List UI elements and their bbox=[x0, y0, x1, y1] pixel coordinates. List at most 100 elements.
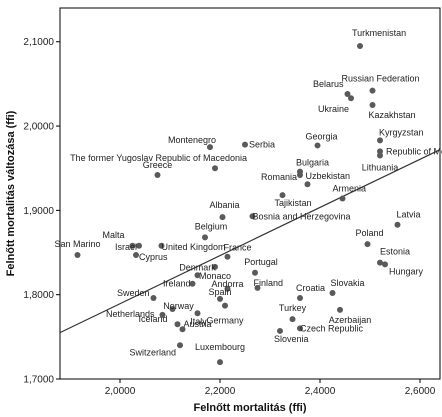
point-label: Italy bbox=[190, 316, 207, 326]
point-label: Ireland bbox=[163, 279, 191, 289]
point-label: Hungary bbox=[389, 266, 424, 276]
data-point bbox=[297, 295, 303, 302]
data-point bbox=[289, 316, 296, 323]
point-label: Romania bbox=[261, 172, 297, 182]
data-point bbox=[369, 101, 376, 108]
point-label: Bosnia and Herzegovina bbox=[253, 211, 351, 221]
point-label: Ukraine bbox=[318, 104, 349, 114]
data-point bbox=[357, 42, 363, 49]
data-point bbox=[136, 242, 142, 249]
data-point bbox=[277, 327, 283, 334]
point-label: Poland bbox=[356, 228, 384, 238]
data-point bbox=[279, 192, 286, 199]
data-point bbox=[382, 261, 388, 268]
data-point bbox=[249, 213, 256, 220]
data-point bbox=[377, 137, 383, 144]
point-label: Turkey bbox=[279, 303, 307, 313]
point-label: Israel bbox=[115, 242, 137, 252]
data-point bbox=[297, 171, 303, 178]
data-point bbox=[159, 311, 166, 318]
data-point bbox=[344, 91, 351, 98]
point-label: Belarus bbox=[313, 79, 344, 89]
x-tick-label: 2,0000 bbox=[105, 386, 136, 397]
data-point bbox=[222, 302, 228, 309]
point-label: Tajikistan bbox=[275, 198, 312, 208]
data-point bbox=[212, 263, 218, 270]
point-label: Estonia bbox=[380, 247, 410, 257]
data-point bbox=[194, 310, 201, 317]
point-label: United Kingdom bbox=[162, 242, 226, 252]
point-label: Azerbaijan bbox=[329, 315, 372, 325]
y-tick-label: 2,0000 bbox=[23, 122, 54, 133]
point-label: Andorra bbox=[211, 279, 243, 289]
point-label: Latvia bbox=[397, 210, 421, 220]
point-label: Czech Republic bbox=[300, 323, 364, 333]
y-tick-label: 2,1000 bbox=[23, 37, 54, 48]
data-point bbox=[314, 142, 321, 149]
y-tick-label: 1,7000 bbox=[23, 375, 54, 386]
data-point bbox=[304, 181, 311, 188]
point-label: Serbia bbox=[249, 140, 275, 150]
point-label: Spain bbox=[208, 287, 231, 297]
point-label: Belgium bbox=[195, 221, 228, 231]
point-label: Iceland bbox=[138, 314, 167, 324]
data-point bbox=[154, 171, 161, 178]
data-point bbox=[337, 306, 343, 313]
point-label: Turkmenistan bbox=[352, 28, 406, 38]
data-point bbox=[339, 195, 346, 202]
data-point bbox=[179, 326, 186, 333]
point-label: The former Yugoslav Republic of Macedoni… bbox=[70, 153, 247, 163]
point-label: Luxembourg bbox=[195, 342, 245, 352]
y-tick-label: 1,9000 bbox=[23, 206, 54, 217]
point-label: Norway bbox=[163, 301, 194, 311]
data-point bbox=[158, 242, 165, 249]
data-point bbox=[377, 259, 383, 266]
data-point bbox=[194, 272, 201, 279]
y-tick-label: 1,8000 bbox=[23, 290, 54, 301]
data-point bbox=[189, 280, 196, 287]
point-label: Kyrgyzstan bbox=[379, 127, 424, 137]
data-point bbox=[224, 285, 231, 292]
data-point bbox=[150, 295, 157, 302]
data-point bbox=[348, 95, 354, 102]
y-axis-label: Felnőtt mortalitás változása (ffi) bbox=[5, 110, 17, 276]
point-label: Montenegro bbox=[168, 135, 216, 145]
data-point bbox=[217, 359, 223, 366]
point-label: Armenia bbox=[333, 184, 367, 194]
point-label: Uzbekistan bbox=[306, 171, 351, 181]
data-point bbox=[364, 241, 371, 248]
point-label: Albania bbox=[209, 200, 239, 210]
x-tick-label: 2,6000 bbox=[405, 386, 436, 397]
data-point bbox=[212, 165, 218, 172]
data-point bbox=[74, 252, 81, 259]
x-tick-label: 2,2000 bbox=[205, 386, 236, 397]
point-label: Slovakia bbox=[331, 278, 365, 288]
point-label: Germany bbox=[206, 316, 244, 326]
data-point bbox=[254, 284, 261, 291]
point-label: Finland bbox=[254, 278, 284, 288]
data-point bbox=[297, 325, 303, 332]
point-label: Portugal bbox=[244, 257, 278, 267]
point-label: Slovenia bbox=[274, 334, 309, 344]
point-label: France bbox=[224, 243, 252, 253]
point-label: Bulgaria bbox=[296, 158, 329, 168]
point-label: Cyprus bbox=[139, 252, 168, 262]
point-label: Switzerland bbox=[129, 347, 176, 357]
data-point bbox=[377, 152, 383, 159]
regression-line bbox=[59, 149, 441, 334]
data-point bbox=[242, 141, 248, 148]
point-label: Netherlands bbox=[106, 309, 155, 319]
point-label: Monaco bbox=[199, 271, 231, 281]
data-point bbox=[129, 242, 136, 249]
point-label: Sweden bbox=[117, 288, 150, 298]
data-point bbox=[224, 253, 231, 260]
point-label: Denmark bbox=[179, 262, 216, 272]
point-label: Malta bbox=[102, 230, 124, 240]
x-tick-label: 2,4000 bbox=[305, 386, 336, 397]
point-label: Croatia bbox=[296, 283, 325, 293]
point-label: Austria bbox=[183, 319, 211, 329]
data-point bbox=[252, 269, 258, 276]
